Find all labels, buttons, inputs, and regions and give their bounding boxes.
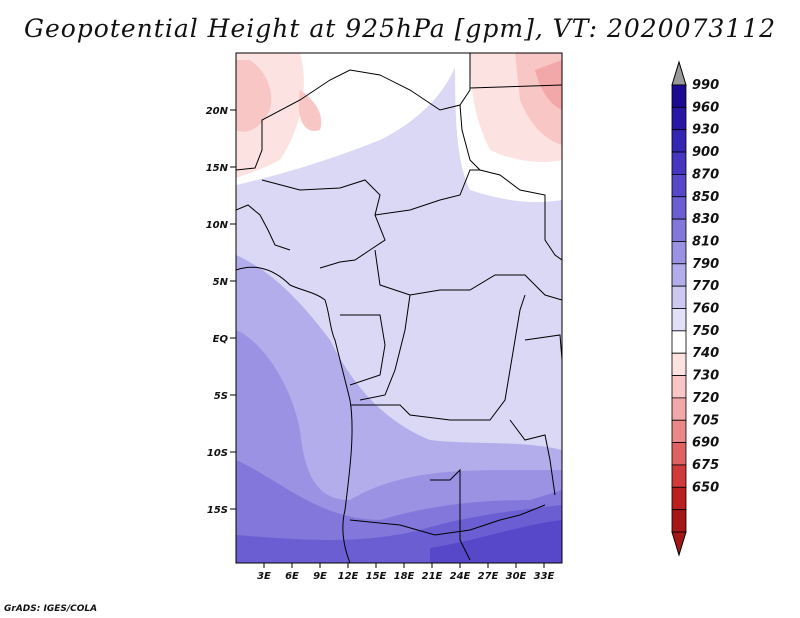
colorbar-segment: [671, 397, 687, 421]
colorbar-segment: [671, 263, 687, 287]
colorbar-label: 830: [692, 212, 719, 227]
colorbar-label: 750: [692, 324, 719, 339]
field-pink-nw-spot: [298, 90, 322, 131]
lon-label: 15E: [366, 571, 387, 582]
lon-label: 30E: [506, 571, 527, 582]
lat-label: 20N: [206, 106, 229, 117]
colorbar-segment: [671, 419, 687, 444]
lon-label: 6E: [285, 571, 299, 582]
colorbar-segment: [671, 106, 687, 131]
colorbar-label: 930: [692, 123, 719, 138]
colorbar-segment: [671, 241, 687, 265]
colorbar-label: 675: [692, 458, 719, 473]
grads-credit: GrADS: IGES/COLA: [4, 604, 98, 614]
colorbar-segment: [671, 151, 687, 175]
colorbar-segment: [671, 285, 687, 309]
lon-label: 18E: [394, 571, 415, 582]
colorbar-under-arrow: [671, 531, 687, 557]
colorbar-label: 650: [692, 480, 719, 495]
field-band-900: [430, 520, 562, 563]
lon-label: 27E: [478, 571, 499, 582]
colorbar-label: 850: [692, 190, 719, 205]
lat-axis: 20N 15N 10N 5N EQ 5S 10S 15S: [206, 106, 236, 516]
colorbar-segment: [671, 308, 687, 332]
colorbar-segment: [671, 486, 687, 511]
colorbar-label: 760: [692, 302, 719, 317]
colorbar-segment: [671, 84, 687, 108]
colorbar-over-arrow: [671, 60, 687, 86]
colorbar-label: 790: [692, 257, 719, 272]
lat-label: 10S: [207, 448, 228, 459]
colorbar-segment: [671, 330, 687, 354]
colorbar-segment: [671, 352, 687, 376]
colorbar-label: 770: [692, 279, 719, 294]
colorbar-segment: [671, 173, 687, 198]
field-pink-nw-core: [236, 60, 272, 132]
colorbar-segment: [671, 375, 687, 399]
map-title: Geopotential Height at 925hPa [gpm], VT:…: [23, 14, 777, 43]
lon-label: 24E: [450, 571, 471, 582]
lon-label: 9E: [313, 571, 327, 582]
colorbar-segment: [671, 196, 687, 220]
colorbar-label: 960: [692, 100, 719, 115]
colorbar-label: 870: [692, 167, 719, 182]
colorbar-segment: [671, 509, 687, 533]
lon-label: 21E: [422, 571, 443, 582]
lat-label: EQ: [213, 334, 229, 345]
colorbar-segment: [671, 464, 687, 488]
colorbar-label: 720: [692, 391, 719, 406]
colorbar-label: 740: [692, 346, 719, 361]
colorbar-label: 730: [692, 369, 719, 384]
colorbar-label: 705: [692, 413, 719, 428]
lon-label: 33E: [534, 571, 555, 582]
colorbar-segment: [671, 218, 687, 242]
lon-axis: 3E 6E 9E 12E 15E 18E 21E 24E 27E 30E 33E: [257, 563, 555, 582]
colorbar-label: 810: [692, 234, 719, 249]
geopotential-shading: [236, 53, 562, 563]
lat-label: 5N: [213, 277, 229, 288]
colorbar: 990 960 930 900 870 850 830 810 790 770 760 750 740 7…: [671, 60, 719, 557]
colorbar-label: 900: [692, 145, 719, 160]
lat-label: 15N: [206, 163, 229, 174]
lat-label: 10N: [206, 220, 229, 231]
lon-label: 3E: [257, 571, 271, 582]
colorbar-segment: [671, 442, 687, 466]
colorbar-label: 990: [692, 78, 719, 93]
colorbar-label: 690: [692, 436, 719, 451]
country-borders: [236, 53, 562, 563]
plot-frame: [235, 52, 563, 564]
lat-label: 15S: [207, 505, 228, 516]
colorbar-segment: [671, 129, 687, 153]
lat-label: 5S: [214, 391, 228, 402]
lon-label: 12E: [338, 571, 359, 582]
